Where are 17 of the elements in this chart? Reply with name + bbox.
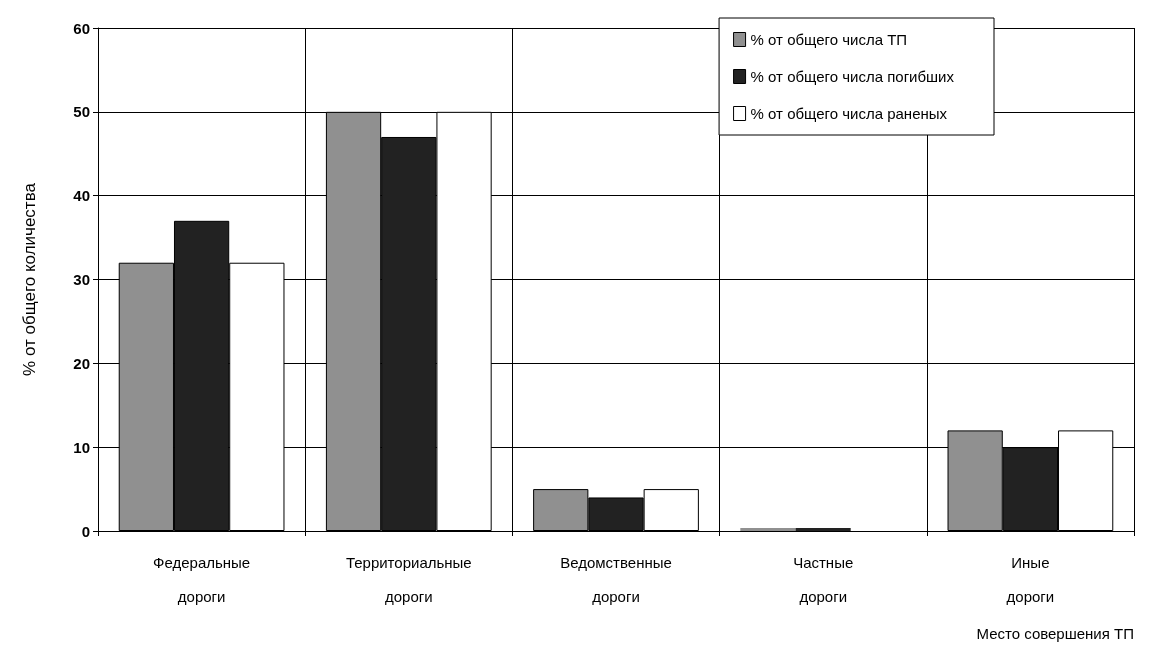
y-tick-label: 0 <box>81 522 90 540</box>
legend-label: % от общего числа раненых <box>750 105 948 122</box>
y-tick-label: 60 <box>73 19 90 37</box>
x-tick-label: Федеральные дороги <box>153 553 251 605</box>
x-tick-label: Частные дороги <box>793 553 854 605</box>
x-axis-title: Место совершения ТП <box>976 625 1134 642</box>
y-tick-label: 20 <box>73 354 90 372</box>
x-tick-label: Иные дороги <box>1006 553 1055 605</box>
y-tick-label: 30 <box>73 271 90 288</box>
x-tick-label: Территориальные дороги <box>345 553 472 605</box>
legend-label: % от общего числа ТП <box>750 31 908 48</box>
y-tick-label: 10 <box>73 438 90 456</box>
y-axis-title: % от общего количества <box>20 182 39 376</box>
legend-label: % от общего числа погибших <box>750 68 955 85</box>
x-tick-label: Ведомственные дороги <box>560 553 672 605</box>
y-tick-label: 50 <box>73 103 90 121</box>
y-tick-label: 40 <box>73 187 90 205</box>
